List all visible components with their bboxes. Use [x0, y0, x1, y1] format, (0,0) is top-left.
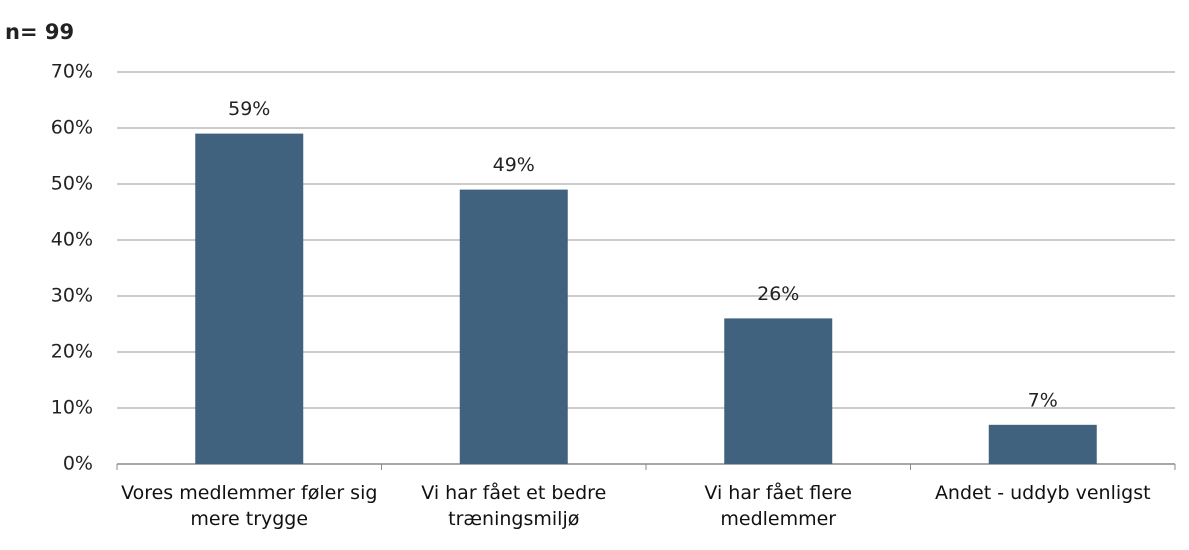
y-tick-label: 20%	[51, 341, 93, 363]
data-label: 59%	[228, 98, 270, 120]
data-label: 7%	[1028, 389, 1058, 411]
y-tick-label: 50%	[51, 173, 93, 195]
y-tick-label: 10%	[51, 397, 93, 419]
bar	[195, 133, 304, 464]
data-label: 26%	[757, 283, 799, 305]
bar	[724, 318, 833, 464]
y-tick-label: 70%	[51, 61, 93, 83]
data-label: 49%	[493, 154, 535, 176]
chart-subtitle: n= 99	[5, 20, 74, 44]
y-tick-label: 40%	[51, 229, 93, 251]
x-tick-label: Vores medlemmer føler sig mere trygge	[121, 482, 378, 530]
x-tick-label: Vi har fået flere medlemmer	[704, 482, 853, 530]
y-tick-label: 30%	[51, 285, 93, 307]
x-tick-label: Vi har fået et bedre træningsmiljø	[421, 482, 607, 530]
bar	[459, 189, 568, 464]
bar	[988, 424, 1097, 464]
y-tick-label: 0%	[63, 453, 93, 475]
y-tick-label: 60%	[51, 117, 93, 139]
x-tick-label: Andet - uddyb venligst	[934, 482, 1151, 504]
